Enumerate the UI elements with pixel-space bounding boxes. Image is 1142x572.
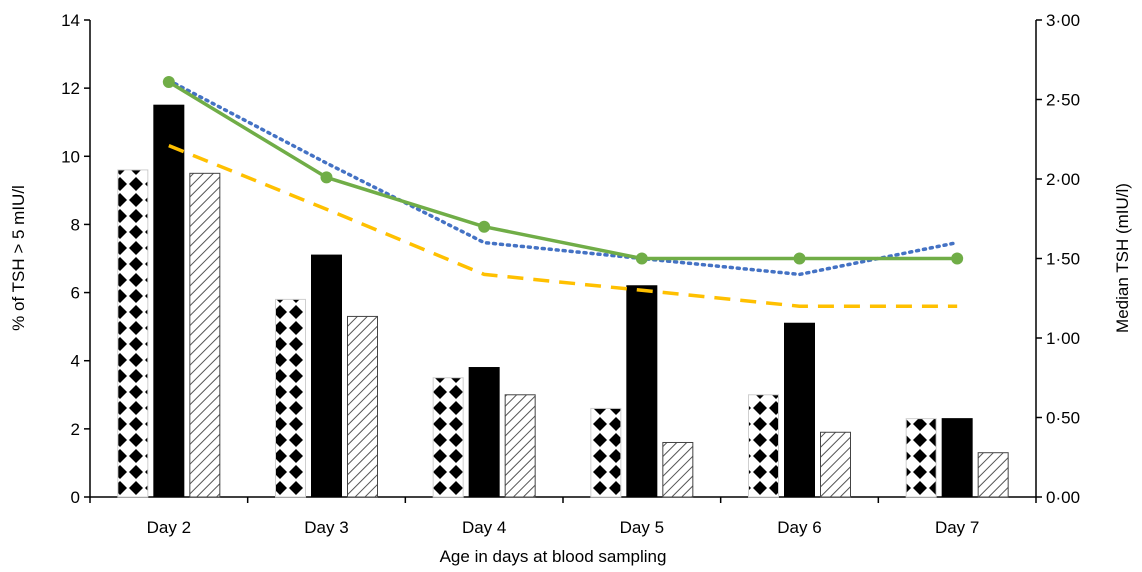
line-marker	[320, 171, 333, 184]
bar-diagonal-hatch	[504, 394, 536, 498]
bar-dots	[275, 298, 306, 498]
bar-diagonal-hatch	[662, 441, 694, 498]
bar-solid-black	[468, 367, 500, 498]
x-axis-title: Age in days at blood sampling	[440, 547, 667, 566]
y-tick-label-right: 0·00	[1046, 488, 1080, 507]
bar-diagonal-hatch	[347, 315, 378, 498]
line-marker	[793, 252, 806, 265]
line-marker	[162, 76, 175, 89]
x-tick-label: Day 3	[304, 518, 348, 537]
x-tick-label: Day 7	[935, 518, 979, 537]
x-tick-label: Day 2	[147, 518, 191, 537]
y-tick-label-right: 3·00	[1046, 11, 1080, 30]
bar-diagonal-hatch	[977, 452, 1009, 498]
line-marker	[951, 252, 964, 265]
bars-layer	[117, 104, 1009, 498]
y-tick-label-left: 14	[61, 11, 80, 30]
y-axis-title-left: % of TSH > 5 mIU/l	[9, 185, 28, 331]
y-tick-label-left: 4	[71, 352, 80, 371]
x-tick-label: Day 4	[462, 518, 506, 537]
y-tick-label-right: 1·00	[1046, 329, 1080, 348]
y-tick-label-left: 12	[61, 79, 80, 98]
y-tick-label-left: 6	[71, 284, 80, 303]
line-marker	[635, 252, 648, 265]
bar-dots	[432, 377, 464, 498]
bar-solid-black	[153, 104, 185, 498]
bar-diagonal-hatch	[820, 431, 851, 498]
bar-solid-black	[941, 418, 973, 498]
lines-layer	[162, 76, 964, 308]
bar-dots	[905, 418, 937, 498]
bar-dots	[117, 169, 149, 498]
axes-layer: 0 2 4 6 8 10 12 14 0·00 0·50 1·00 1·50 2·00 2·50 3·00 D…	[61, 11, 1080, 537]
y-tick-label-right: 0·50	[1046, 409, 1080, 428]
line-marker	[478, 220, 491, 233]
x-tick-label: Day 5	[620, 518, 664, 537]
y-tick-label-left: 2	[71, 420, 80, 439]
bar-solid-black	[626, 285, 658, 498]
bar-dots	[748, 394, 779, 498]
y-tick-label-left: 0	[71, 488, 80, 507]
bar-solid-black	[784, 322, 815, 498]
y-tick-label-right: 1·50	[1046, 250, 1080, 269]
bar-solid-black	[311, 254, 342, 498]
y-tick-label-right: 2·00	[1046, 170, 1080, 189]
line-series-solid-markers	[167, 80, 959, 261]
y-tick-label-left: 8	[71, 215, 80, 234]
line-series-dashed	[168, 143, 958, 308]
bar-diagonal-hatch	[189, 172, 221, 498]
y-axis-title-right: Median TSH (mIU/l)	[1113, 183, 1132, 333]
y-tick-label-left: 10	[61, 147, 80, 166]
x-tick-label: Day 6	[777, 518, 821, 537]
y-tick-label-right: 2·50	[1046, 91, 1080, 110]
bar-dots	[590, 407, 622, 498]
line-series-dotted	[167, 78, 959, 277]
